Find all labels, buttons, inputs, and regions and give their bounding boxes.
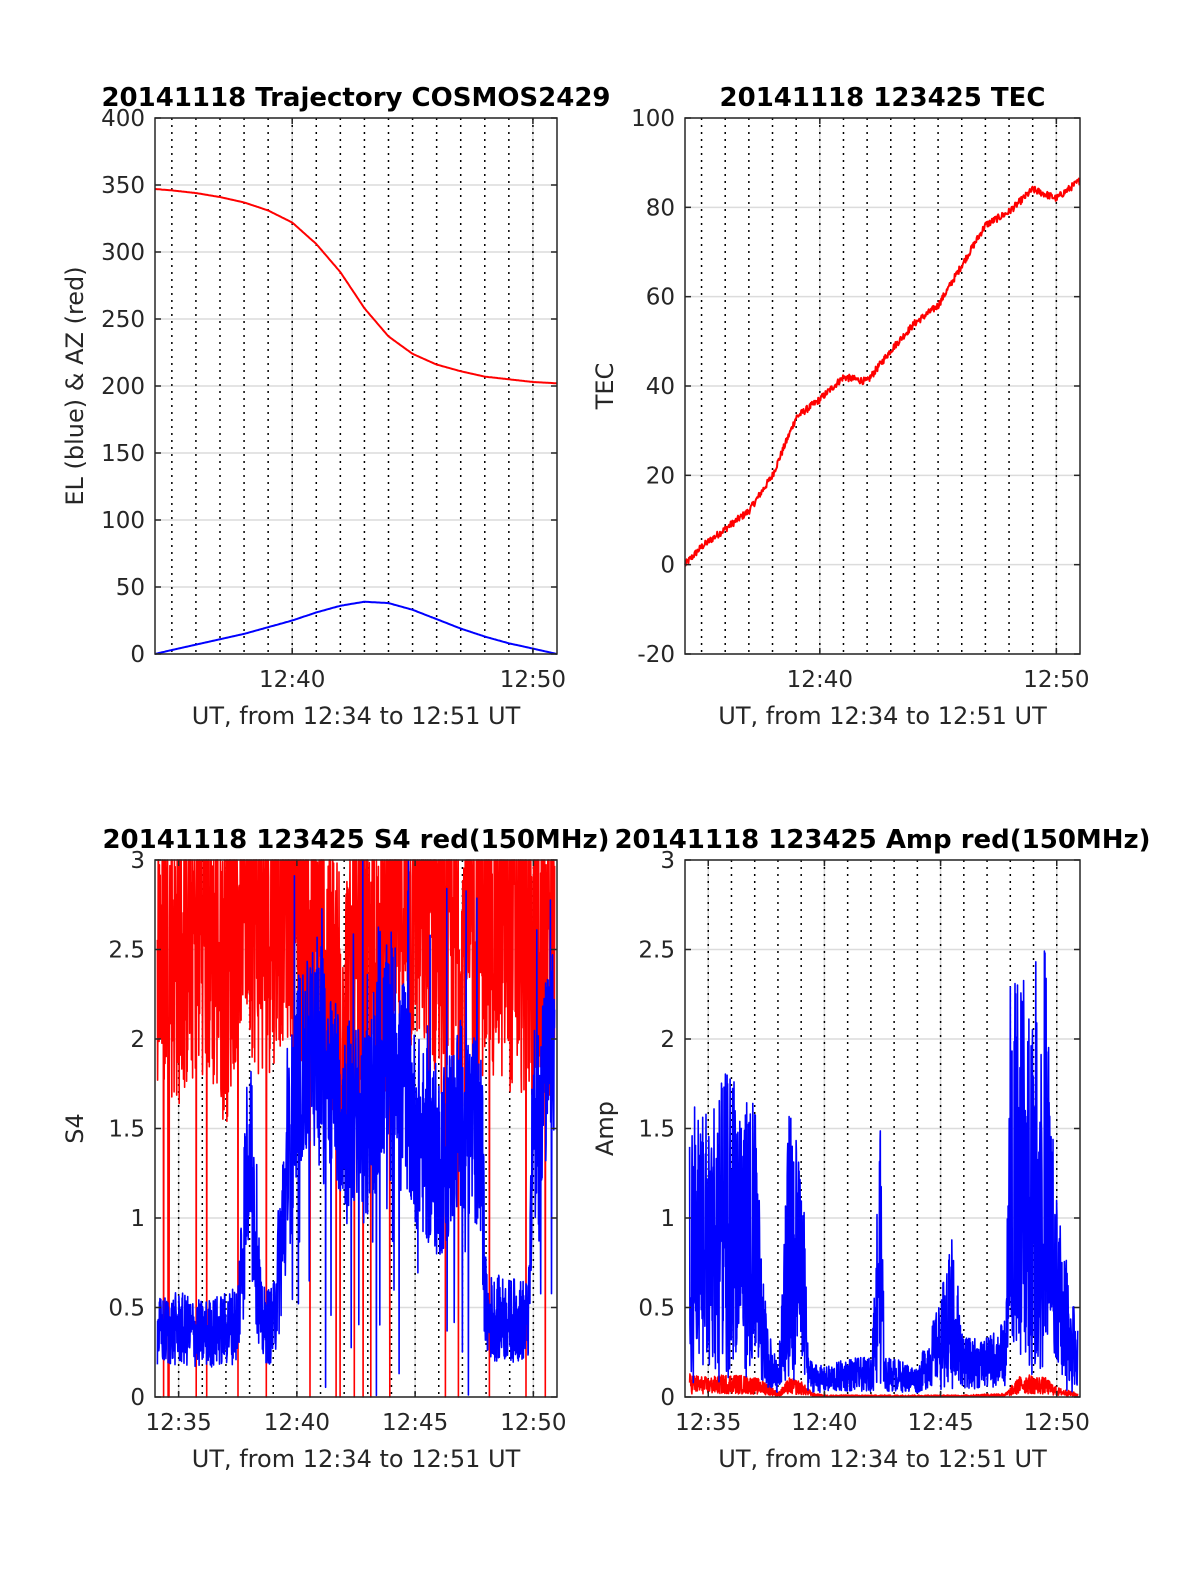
chart-title: 20141118 123425 TEC (720, 83, 1046, 113)
x-tick-label: 12:50 (500, 667, 566, 693)
series-red-line (684, 177, 1081, 567)
x-axis-label: UT, from 12:34 to 12:51 UT (192, 702, 521, 730)
y-tick-label: 150 (101, 441, 145, 467)
y-tick-label: 20 (646, 463, 675, 489)
y-tick-label: 2.5 (108, 938, 145, 964)
x-tick-label: 12:40 (787, 667, 853, 693)
x-tick-label: 12:50 (1024, 1410, 1090, 1436)
y-tick-label: 0 (660, 553, 675, 579)
x-tick-label: 12:50 (1023, 667, 1089, 693)
y-tick-label: 0.5 (108, 1296, 145, 1322)
y-tick-label: 40 (646, 374, 675, 400)
y-tick-label: 0 (130, 1385, 145, 1411)
chart-panel-1: 0 50 100 150 200 250 300 350 400 12:40 12:50 201411… (61, 83, 611, 730)
y-tick-label: 3 (130, 848, 145, 874)
series-blue-line (154, 600, 558, 655)
y-tick-label: 1.5 (108, 1117, 145, 1143)
y-tick-label: 200 (101, 374, 145, 400)
y-tick-label: 50 (116, 575, 145, 601)
y-tick-label: 100 (101, 508, 145, 534)
y-tick-label: 100 (631, 106, 675, 132)
y-tick-label: 0 (130, 642, 145, 668)
y-tick-label: 2 (130, 1027, 145, 1053)
x-axis-label: UT, from 12:34 to 12:51 UT (718, 702, 1047, 730)
y-tick-label: 350 (101, 173, 145, 199)
y-tick-label: 80 (646, 195, 675, 221)
chart-title: 20141118 123425 S4 red(150MHz) (102, 825, 609, 855)
chart-panel-4: 0 0.5 1 1.5 2 2.5 3 12:35 12:40 12:45 12:50 2014111… (591, 825, 1151, 1473)
x-tick-label: 12:40 (259, 667, 325, 693)
x-tick-label: 12:35 (145, 1410, 211, 1436)
x-tick-label: 12:45 (382, 1410, 448, 1436)
series-blue-line (688, 950, 1079, 1394)
y-tick-label: 0.5 (638, 1296, 675, 1322)
y-tick-label: 250 (101, 307, 145, 333)
y-tick-label: 2 (660, 1027, 675, 1053)
chart-panel-3: 0 0.5 1 1.5 2 2.5 3 12:35 12:40 12:45 12:50 2014111… (61, 825, 610, 1473)
y-tick-label: -20 (637, 642, 675, 668)
y-tick-label: 1.5 (638, 1117, 675, 1143)
chart-title: 20141118 Trajectory COSMOS2429 (101, 83, 610, 113)
x-tick-label: 12:50 (500, 1410, 566, 1436)
y-tick-label: 60 (646, 285, 675, 311)
x-axis-label: UT, from 12:34 to 12:51 UT (718, 1445, 1047, 1473)
y-tick-label: 400 (101, 106, 145, 132)
y-axis-label: EL (blue) & AZ (red) (61, 266, 89, 505)
x-axis-label: UT, from 12:34 to 12:51 UT (192, 1445, 521, 1473)
chart-panel-2: -20 0 20 40 60 80 100 12:40 12:50 20141118 123425… (591, 83, 1089, 730)
series-red-line (154, 188, 558, 385)
y-tick-label: 0 (660, 1385, 675, 1411)
x-tick-label: 12:35 (675, 1410, 741, 1436)
y-tick-label: 1 (660, 1206, 675, 1232)
x-tick-label: 12:40 (264, 1410, 330, 1436)
y-tick-label: 1 (130, 1206, 145, 1232)
y-axis-label: S4 (61, 1113, 89, 1144)
x-tick-label: 12:40 (791, 1410, 857, 1436)
chart-title: 20141118 123425 Amp red(150MHz) (614, 825, 1150, 855)
y-axis-label: Amp (591, 1101, 619, 1156)
x-tick-label: 12:45 (907, 1410, 973, 1436)
y-tick-label: 3 (660, 848, 675, 874)
y-tick-label: 2.5 (638, 938, 675, 964)
series-blue-line (156, 859, 556, 1397)
y-tick-label: 300 (101, 240, 145, 266)
y-axis-label: TEC (591, 363, 619, 411)
